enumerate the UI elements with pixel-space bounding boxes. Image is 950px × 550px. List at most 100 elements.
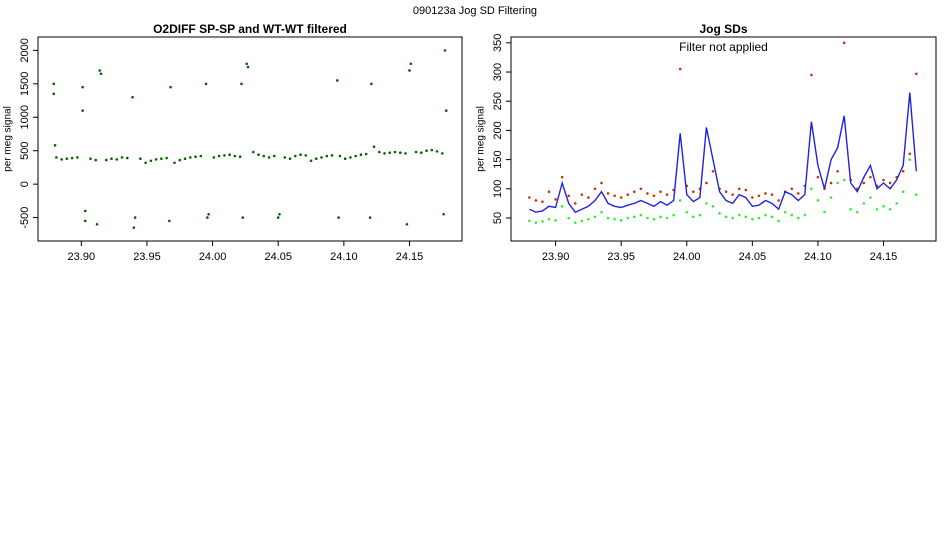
point — [718, 212, 721, 215]
point — [383, 152, 386, 155]
point — [304, 154, 308, 157]
point — [593, 215, 597, 219]
point — [862, 202, 866, 205]
x-tick-label: 23.95 — [133, 251, 161, 263]
point — [267, 156, 271, 159]
point — [678, 199, 682, 202]
point — [125, 156, 129, 160]
point — [901, 190, 905, 194]
point — [764, 192, 767, 195]
point — [441, 152, 444, 155]
point — [169, 85, 172, 89]
point — [149, 159, 153, 163]
y-tick-label: 0 — [19, 181, 31, 187]
point — [160, 157, 163, 161]
point — [560, 205, 564, 208]
y-tick-label: 1500 — [19, 72, 31, 96]
point — [94, 158, 98, 162]
point — [646, 192, 649, 195]
point — [665, 193, 669, 196]
chart-title: Jog SDs — [699, 22, 747, 36]
point — [245, 62, 249, 66]
point — [901, 169, 905, 173]
point — [99, 72, 103, 76]
point — [731, 216, 734, 220]
point — [816, 199, 820, 202]
point — [98, 69, 101, 72]
point — [320, 156, 323, 159]
point — [167, 219, 171, 223]
point — [528, 219, 531, 223]
point — [133, 216, 137, 219]
point — [777, 199, 780, 202]
point — [131, 95, 134, 99]
point — [293, 154, 297, 158]
point — [399, 151, 402, 155]
point — [737, 213, 741, 217]
point — [810, 187, 813, 191]
point — [731, 193, 734, 196]
point — [810, 73, 813, 77]
point — [299, 153, 302, 157]
point — [442, 212, 445, 216]
point — [430, 148, 434, 152]
point — [849, 207, 853, 211]
point — [534, 221, 538, 224]
point — [573, 221, 577, 224]
point — [888, 207, 892, 211]
point — [698, 213, 702, 217]
x-tick-label: 23.95 — [607, 251, 635, 263]
y-tick-label: 350 — [492, 34, 504, 52]
point — [678, 67, 682, 71]
point — [757, 216, 761, 220]
point — [888, 181, 892, 185]
point — [139, 157, 142, 161]
x-tick-label: 24.00 — [199, 251, 227, 263]
point — [803, 213, 807, 217]
annotation: Filter not applied — [679, 40, 768, 54]
point — [233, 154, 237, 158]
point — [144, 161, 147, 165]
y-axis-label: per meg signal — [476, 106, 487, 172]
point — [378, 150, 381, 154]
point — [70, 156, 74, 160]
point — [633, 215, 636, 219]
chart-title: O2DIFF SP-SP and WT-WT filtered — [153, 22, 347, 36]
point — [692, 215, 695, 219]
point — [272, 154, 276, 158]
point — [724, 190, 728, 194]
point — [869, 175, 872, 179]
point — [554, 198, 557, 201]
point — [414, 150, 418, 154]
point — [81, 109, 84, 112]
point — [875, 207, 879, 211]
point — [393, 150, 397, 154]
point — [573, 202, 577, 205]
point — [606, 216, 610, 220]
point — [325, 154, 329, 158]
y-tick-label: 300 — [492, 63, 504, 81]
point — [165, 156, 168, 160]
point — [60, 158, 63, 161]
point — [724, 215, 728, 219]
point — [796, 192, 800, 195]
point — [619, 219, 623, 222]
x-tick-label: 24.05 — [264, 251, 292, 263]
point — [183, 157, 187, 161]
point — [659, 190, 662, 194]
point — [816, 175, 820, 179]
point — [206, 216, 209, 219]
point — [711, 169, 715, 173]
point — [541, 220, 544, 223]
point — [790, 187, 794, 191]
point — [764, 213, 767, 217]
point — [908, 152, 912, 156]
point — [83, 219, 87, 223]
point — [83, 209, 87, 213]
point — [364, 152, 368, 156]
point — [435, 150, 439, 153]
point — [836, 181, 839, 185]
point — [354, 154, 357, 158]
point — [404, 152, 407, 155]
point — [262, 154, 266, 158]
